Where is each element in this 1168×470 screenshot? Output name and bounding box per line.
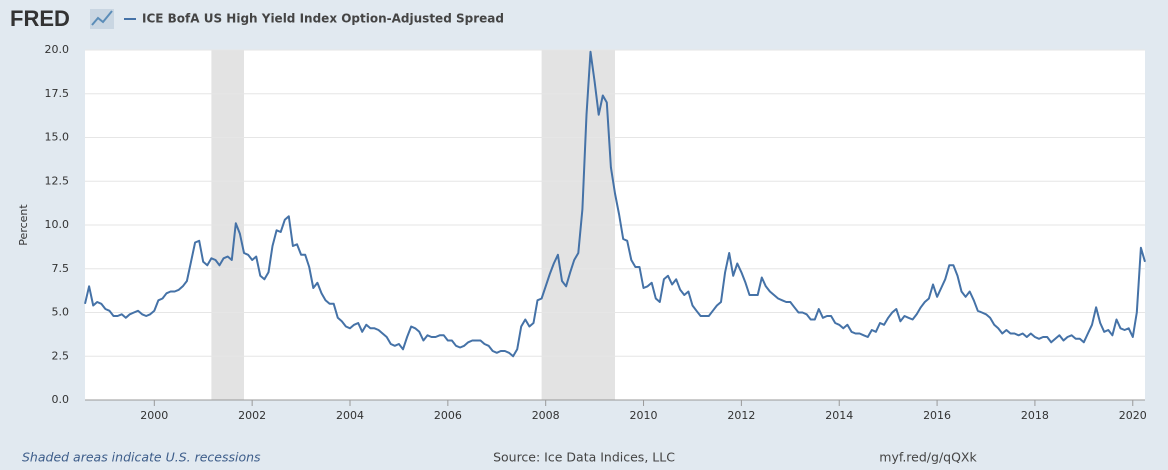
legend-label: ICE BofA US High Yield Index Option-Adju… — [142, 12, 504, 26]
data-line — [84, 50, 1146, 358]
x-tick-label: 2008 — [532, 409, 560, 422]
y-tick-label: 7.5 — [52, 262, 70, 275]
x-tick-label: 2018 — [1021, 409, 1049, 422]
x-tick-label: 2006 — [434, 409, 462, 422]
x-tick-label: 2004 — [336, 409, 364, 422]
y-tick-label: 2.5 — [52, 349, 70, 362]
x-tick-label: 2016 — [923, 409, 951, 422]
y-tick-label: 15.0 — [45, 131, 70, 144]
y-tick-label: 20.0 — [45, 43, 70, 56]
footer-source: Source: Ice Data Indices, LLC — [493, 450, 675, 465]
x-tick-label: 2014 — [825, 409, 853, 422]
y-tick-label: 5.0 — [52, 306, 70, 319]
footer-link[interactable]: myf.red/g/qQXk — [879, 450, 977, 465]
x-tick-label: 2000 — [140, 409, 168, 422]
x-tick-label: 2002 — [238, 409, 266, 422]
y-tick-label: 12.5 — [45, 174, 70, 187]
x-tick-label: 2020 — [1119, 409, 1147, 422]
y-axis-label: Percent — [17, 204, 30, 246]
footer-note: Shaded areas indicate U.S. recessions — [22, 450, 261, 465]
y-tick-label: 10.0 — [45, 218, 70, 231]
brand-logo[interactable]: FRED — [10, 6, 70, 31]
y-tick-label: 17.5 — [45, 87, 70, 100]
x-tick-label: 2012 — [727, 409, 755, 422]
x-tick-label: 2010 — [630, 409, 658, 422]
y-tick-label: 0.0 — [52, 393, 70, 406]
logo-icon — [90, 9, 114, 29]
